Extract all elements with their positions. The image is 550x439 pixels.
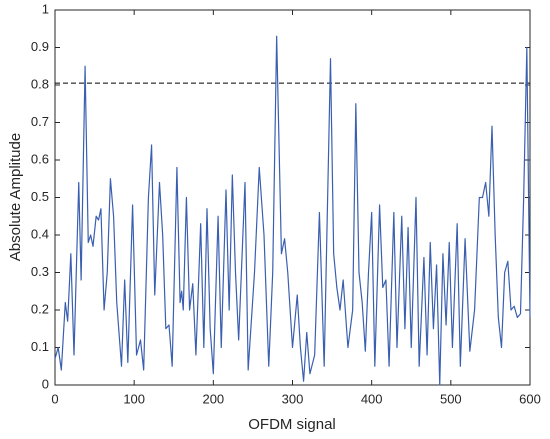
- y-tick-label: 0.6: [31, 151, 49, 166]
- x-tick-label: 0: [51, 391, 58, 406]
- x-tick-label: 500: [440, 391, 462, 406]
- y-tick-label: 0.7: [31, 114, 49, 129]
- plot-area: [54, 9, 531, 386]
- y-tick-label: 0.5: [31, 189, 49, 204]
- y-tick-label: 0.2: [31, 301, 49, 316]
- x-tick-label: 300: [282, 391, 304, 406]
- y-tick-label: 0.8: [31, 76, 49, 91]
- y-tick-label: 0.3: [31, 264, 49, 279]
- y-tick-label: 0.4: [31, 226, 49, 241]
- line: [54, 35, 531, 386]
- y-axis-label: Absolute Amplitude: [7, 133, 24, 261]
- x-tick-label: 400: [361, 391, 383, 406]
- x-tick-label: 100: [123, 391, 145, 406]
- y-tick-label: 1: [42, 1, 49, 16]
- y-tick-label: 0: [42, 376, 49, 391]
- y-tick-label: 0.9: [31, 39, 49, 54]
- y-tick-label: 0.1: [31, 339, 49, 354]
- x-tick-label: 600: [519, 391, 541, 406]
- x-tick-label: 200: [202, 391, 224, 406]
- x-axis-label: OFDM signal: [248, 416, 336, 433]
